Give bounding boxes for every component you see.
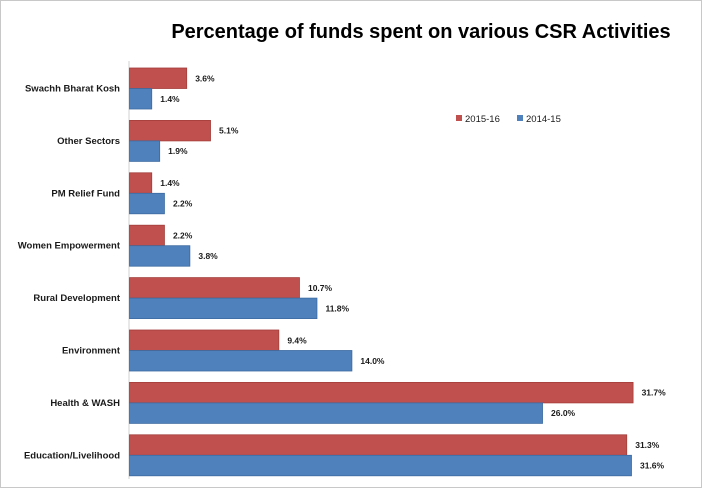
data-label: 31.3% [635,440,660,450]
category-label: Rural Development [33,293,120,304]
data-label: 11.8% [325,303,349,313]
bar-2014-15 [129,245,191,267]
bar-2015-16 [129,172,153,194]
data-label: 5.1% [219,126,239,136]
category-label: Swachh Bharat Kosh [25,84,120,95]
bar-2015-16 [129,277,300,299]
bar-2015-16 [129,120,211,142]
bar-2014-15 [129,192,165,215]
data-label: 14.0% [360,356,385,366]
bar-2015-16 [129,434,628,456]
data-label: 1.9% [168,146,188,156]
bar-2014-15 [129,402,543,424]
bar-2015-16 [129,67,188,89]
data-label: 31.6% [640,461,665,471]
category-label: PM Relief Fund [51,188,120,199]
bar-2014-15 [129,88,153,110]
data-label: 2.2% [173,230,193,240]
data-label: 26.0% [551,408,576,418]
bar-2015-16 [129,329,280,351]
chart-title: Percentage of funds spent on various CSR… [171,21,671,43]
bar-2015-16 [129,381,634,404]
data-label: 31.7% [642,388,667,398]
data-label: 3.6% [195,73,215,83]
legend-label: 2014-15 [526,114,561,125]
bar-2014-15 [129,454,632,477]
bar-2014-15 [129,140,161,162]
bar-2014-15 [129,350,353,372]
category-label: Health & WASH [50,398,120,409]
legend-swatch [517,115,523,121]
data-label: 2.2% [173,199,193,209]
data-label: 3.8% [198,251,218,261]
data-label: 9.4% [287,335,307,345]
bar-2014-15 [129,297,318,320]
category-label: Education/Livelihood [24,450,120,461]
legend-swatch [456,115,462,121]
data-label: 10.7% [308,283,333,293]
data-label: 1.4% [160,94,180,104]
category-label: Environment [62,346,121,357]
category-label: Other Sectors [57,136,120,147]
category-label: Women Empowerment [18,241,121,252]
data-label: 1.4% [160,178,180,188]
bar-2015-16 [129,224,165,247]
legend-label: 2015-16 [465,114,500,125]
